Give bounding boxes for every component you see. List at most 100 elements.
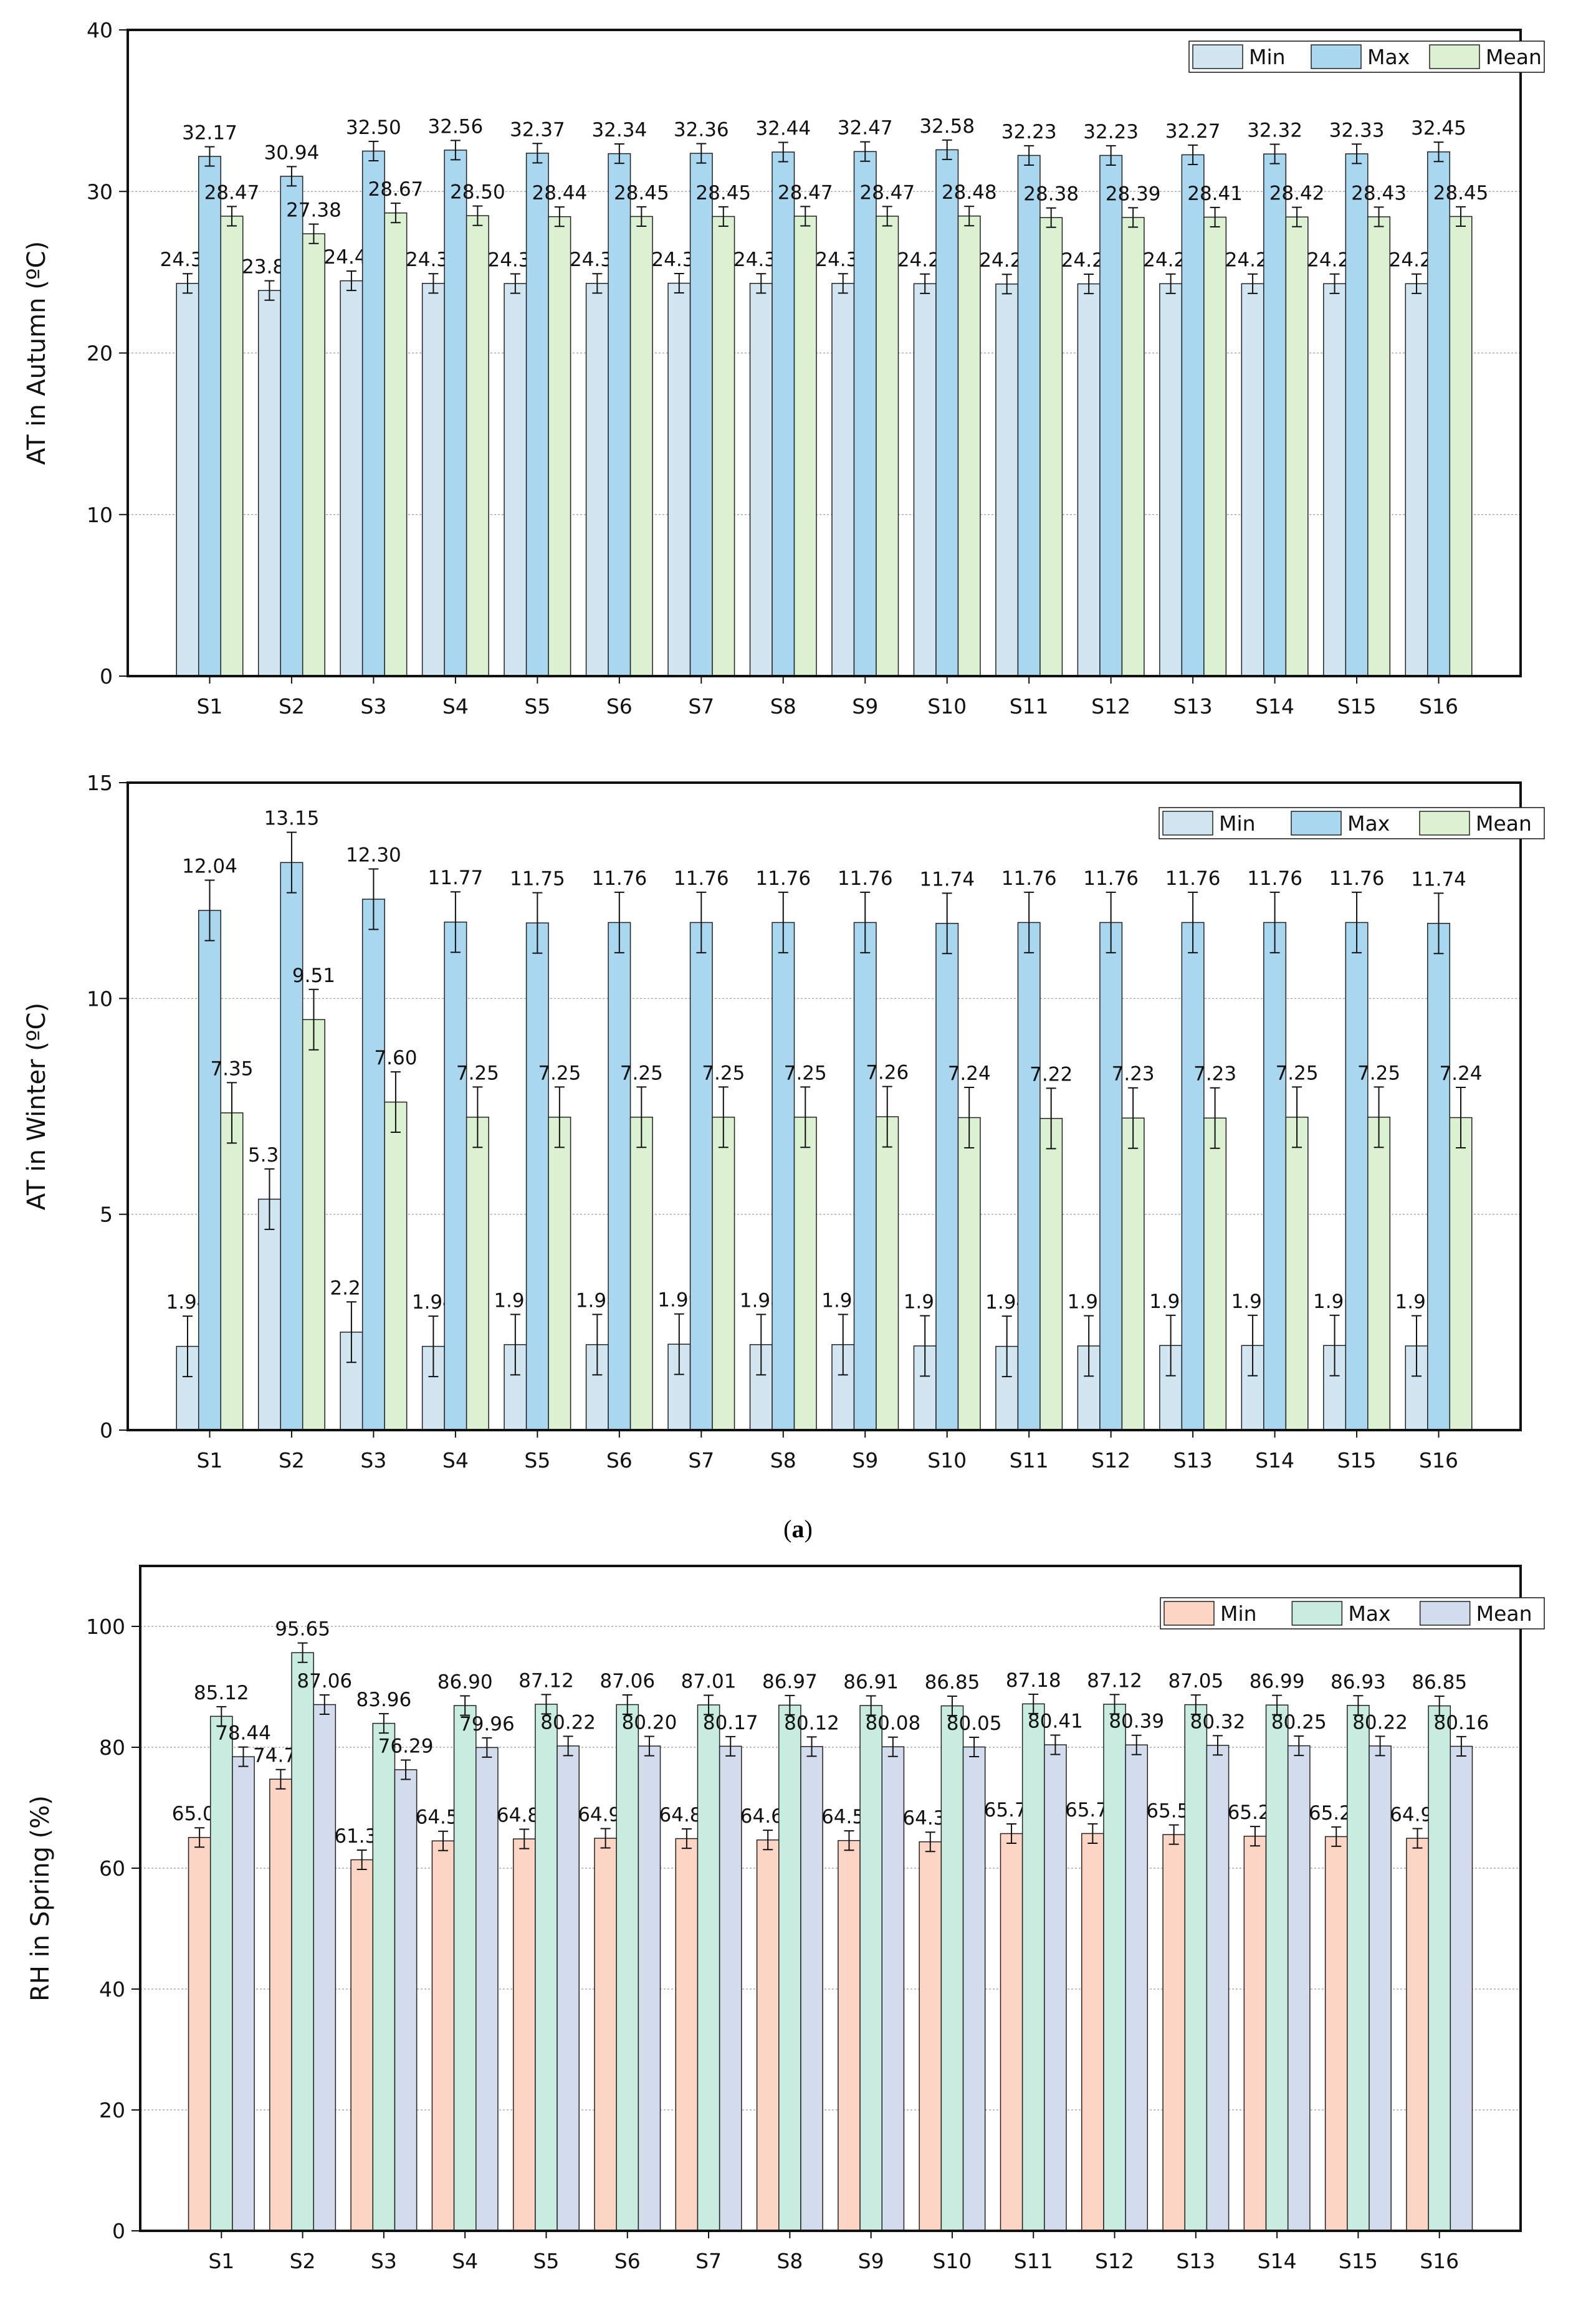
bar-min [1406, 1838, 1429, 2231]
bar-mean [1039, 217, 1063, 677]
data-label: 7.25 [702, 1062, 745, 1084]
data-label: 11.76 [1001, 867, 1057, 890]
data-label: 32.47 [838, 117, 893, 140]
bar-min [350, 1859, 374, 2231]
data-label: 7.22 [1030, 1063, 1073, 1086]
x-tick-label: S7 [688, 1448, 714, 1472]
data-label: 87.06 [600, 1670, 655, 1692]
y-tick-label: 30 [87, 179, 113, 204]
bar-max [935, 923, 959, 1431]
bar-mean [394, 1769, 418, 2231]
x-tick-label: S3 [360, 1448, 386, 1472]
y-axis-label: AT in Winter (ºC) [22, 1003, 51, 1210]
bar-mean [800, 1746, 823, 2231]
bar-max [444, 150, 467, 677]
y-tick-label: 10 [87, 986, 113, 1011]
data-label: 80.08 [865, 1712, 920, 1735]
data-label: 80.12 [784, 1712, 839, 1734]
bar-mean [466, 215, 489, 677]
data-label: 28.47 [204, 181, 260, 204]
panel-label-a: (a) [783, 1515, 813, 1543]
data-label: 32.36 [674, 119, 729, 141]
x-tick-label: S2 [279, 1448, 305, 1472]
bar-max [1428, 1705, 1451, 2231]
bar-mean [1285, 1117, 1309, 1431]
data-label: 80.17 [703, 1712, 758, 1734]
data-label: 7.60 [374, 1047, 417, 1069]
data-label: 32.33 [1329, 119, 1385, 141]
data-label: 32.23 [1001, 121, 1057, 143]
data-label: 80.32 [1190, 1711, 1246, 1733]
y-tick-label: 60 [99, 1856, 125, 1881]
bar-mean [557, 1745, 580, 2231]
data-label: 86.85 [925, 1671, 980, 1694]
legend-label-min: Min [1220, 1601, 1257, 1626]
data-label: 80.39 [1109, 1711, 1164, 1733]
bar-mean [876, 216, 899, 677]
bar-mean [793, 216, 817, 677]
x-tick-label: S15 [1337, 1448, 1377, 1472]
bar-max [1017, 922, 1041, 1431]
data-label: 11.76 [591, 867, 647, 890]
data-label: 32.34 [591, 119, 647, 141]
x-tick-label: S3 [360, 694, 386, 718]
bar-mean [1285, 216, 1309, 677]
bar-max [1265, 1704, 1289, 2231]
bar-mean [712, 216, 735, 677]
y-tick-label: 40 [99, 1977, 125, 2002]
y-tick-label: 100 [86, 1615, 125, 1639]
data-label: 80.05 [947, 1712, 1002, 1735]
x-tick-label: S16 [1420, 2249, 1459, 2273]
bar-max [361, 899, 385, 1431]
bar-max [1263, 922, 1287, 1431]
legend-label-max: Max [1348, 1601, 1390, 1626]
bar-min [176, 283, 199, 677]
x-tick-label: S13 [1173, 694, 1213, 718]
bar-min [1324, 1836, 1348, 2231]
legend-swatch-min [1164, 1601, 1215, 1626]
bar-max [853, 922, 877, 1431]
x-tick-label: S11 [1014, 2249, 1053, 2273]
data-label: 7.25 [1276, 1062, 1319, 1084]
bar-max [689, 922, 713, 1431]
bar-mean [957, 215, 981, 677]
bar-mean [1044, 1744, 1067, 2231]
x-tick-label: S16 [1419, 694, 1458, 718]
bar-max [1099, 155, 1123, 677]
data-label: 32.37 [510, 118, 565, 141]
x-tick-label: S4 [442, 694, 469, 718]
data-label: 80.22 [1352, 1711, 1408, 1734]
bar-mean [1287, 1745, 1311, 2231]
y-tick-label: 0 [100, 1418, 113, 1443]
bar-min [1162, 1834, 1185, 2231]
data-label: 87.01 [681, 1670, 737, 1692]
bar-mean [719, 1745, 742, 2231]
x-tick-label: S5 [524, 1448, 550, 1472]
legend-label-mean: Mean [1486, 45, 1542, 69]
y-tick-label: 20 [87, 341, 113, 366]
data-label: 80.16 [1434, 1712, 1489, 1734]
data-label: 86.99 [1250, 1671, 1305, 1693]
data-label: 11.76 [755, 867, 811, 890]
bar-mean [881, 1746, 905, 2231]
x-tick-label: S7 [688, 694, 714, 718]
bar-max [280, 176, 303, 677]
bar-max [1345, 153, 1369, 677]
bar-mean [1449, 216, 1473, 677]
bar-min [1243, 1835, 1267, 2231]
data-label: 28.43 [1351, 182, 1407, 204]
bar-min [504, 283, 527, 677]
data-label: 28.45 [614, 182, 669, 204]
bar-min [269, 1778, 292, 2231]
data-label: 11.76 [1247, 867, 1302, 890]
legend-label-max: Max [1347, 811, 1390, 836]
data-label: 28.45 [1433, 182, 1489, 204]
x-tick-label: S8 [770, 1448, 796, 1472]
bar-mean [1367, 1117, 1391, 1431]
data-label: 11.74 [1411, 868, 1466, 890]
data-label: 95.65 [275, 1618, 330, 1641]
legend [1159, 807, 1545, 839]
bar-mean [220, 216, 244, 677]
bar-max [853, 151, 877, 677]
bar-max [697, 1704, 720, 2231]
